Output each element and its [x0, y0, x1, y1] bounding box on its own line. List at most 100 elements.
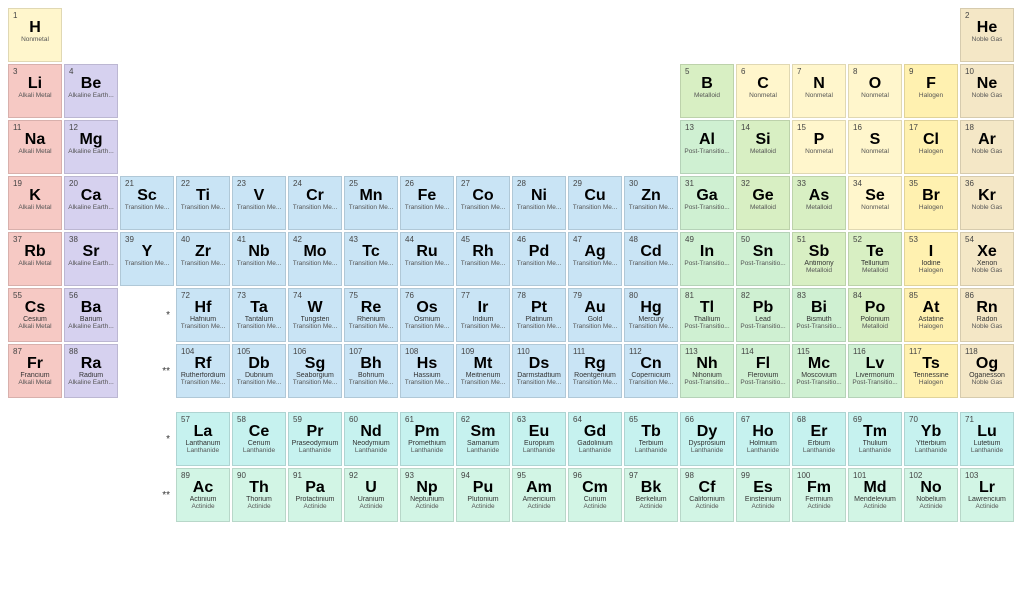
element-Cd[interactable]: 48CdTransition Me... [624, 232, 678, 286]
element-Ra[interactable]: 88RaRadiumAlkaline Earth... [64, 344, 118, 398]
element-Dy[interactable]: 66DyDysprosiumLanthanide [680, 412, 734, 466]
element-No[interactable]: 102NoNobeliumActinide [904, 468, 958, 522]
element-Np[interactable]: 93NpNeptuniumActinide [400, 468, 454, 522]
element-Mt[interactable]: 109MtMeitneriumTransition Me... [456, 344, 510, 398]
element-Cr[interactable]: 24CrTransition Me... [288, 176, 342, 230]
element-Be[interactable]: 4BeAlkaline Earth... [64, 64, 118, 118]
element-Lv[interactable]: 116LvLivermoriumPost-Transitio... [848, 344, 902, 398]
element-Zn[interactable]: 30ZnTransition Me... [624, 176, 678, 230]
element-Lr[interactable]: 103LrLawrenciumActinide [960, 468, 1014, 522]
element-Mg[interactable]: 12MgAlkaline Earth... [64, 120, 118, 174]
element-Th[interactable]: 90ThThoriumActinide [232, 468, 286, 522]
element-Fr[interactable]: 87FrFranciumAlkali Metal [8, 344, 62, 398]
element-Re[interactable]: 75ReRheniumTransition Me... [344, 288, 398, 342]
element-As[interactable]: 33AsMetalloid [792, 176, 846, 230]
element-Mc[interactable]: 115McMoscoviumPost-Transitio... [792, 344, 846, 398]
element-Ir[interactable]: 77IrIridiumTransition Me... [456, 288, 510, 342]
element-Ar[interactable]: 18ArNoble Gas [960, 120, 1014, 174]
element-Tc[interactable]: 43TcTransition Me... [344, 232, 398, 286]
element-Pb[interactable]: 82PbLeadPost-Transitio... [736, 288, 790, 342]
element-Sb[interactable]: 51SbAntimonyMetalloid [792, 232, 846, 286]
element-Xe[interactable]: 54XeXenonNoble Gas [960, 232, 1014, 286]
element-C[interactable]: 6CNonmetal [736, 64, 790, 118]
element-Nh[interactable]: 113NhNihoniumPost-Transitio... [680, 344, 734, 398]
element-Ds[interactable]: 110DsDarmstadtiumTransition Me... [512, 344, 566, 398]
element-Rh[interactable]: 45RhTransition Me... [456, 232, 510, 286]
element-Hg[interactable]: 80HgMercuryTransition Me... [624, 288, 678, 342]
element-H[interactable]: 1HNonmetal [8, 8, 62, 62]
element-Si[interactable]: 14SiMetalloid [736, 120, 790, 174]
element-At[interactable]: 85AtAstatineHalogen [904, 288, 958, 342]
element-Cn[interactable]: 112CnCoperniciumTransition Me... [624, 344, 678, 398]
element-Gd[interactable]: 64GdGadoliniumLanthanide [568, 412, 622, 466]
element-Ac[interactable]: 89AcActiniumActinide [176, 468, 230, 522]
element-Sr[interactable]: 38SrAlkaline Earth... [64, 232, 118, 286]
element-Pu[interactable]: 94PuPlutoniumActinide [456, 468, 510, 522]
element-Yb[interactable]: 70YbYtterbiumLanthanide [904, 412, 958, 466]
element-Pd[interactable]: 46PdTransition Me... [512, 232, 566, 286]
element-La[interactable]: 57LaLanthanumLanthanide [176, 412, 230, 466]
element-Tb[interactable]: 65TbTerbiumLanthanide [624, 412, 678, 466]
element-He[interactable]: 2HeNoble Gas [960, 8, 1014, 62]
element-Er[interactable]: 68ErErbiumLanthanide [792, 412, 846, 466]
element-Ce[interactable]: 58CeCeriumLanthanide [232, 412, 286, 466]
element-Pt[interactable]: 78PtPlatinumTransition Me... [512, 288, 566, 342]
element-Y[interactable]: 39YTransition Me... [120, 232, 174, 286]
element-Ba[interactable]: 56BaBariumAlkaline Earth... [64, 288, 118, 342]
element-Po[interactable]: 84PoPoloniumMetalloid [848, 288, 902, 342]
element-Og[interactable]: 118OgOganessonNoble Gas [960, 344, 1014, 398]
element-Au[interactable]: 79AuGoldTransition Me... [568, 288, 622, 342]
element-Ta[interactable]: 73TaTantalumTransition Me... [232, 288, 286, 342]
element-O[interactable]: 8ONonmetal [848, 64, 902, 118]
element-Bi[interactable]: 83BiBismuthPost-Transitio... [792, 288, 846, 342]
element-Nd[interactable]: 60NdNeodymiumLanthanide [344, 412, 398, 466]
element-Sn[interactable]: 50SnPost-Transitio... [736, 232, 790, 286]
element-Rf[interactable]: 104RfRutherfordiumTransition Me... [176, 344, 230, 398]
element-Cl[interactable]: 17ClHalogen [904, 120, 958, 174]
element-Hf[interactable]: 72HfHafniumTransition Me... [176, 288, 230, 342]
element-K[interactable]: 19KAlkali Metal [8, 176, 62, 230]
element-Ca[interactable]: 20CaAlkaline Earth... [64, 176, 118, 230]
element-N[interactable]: 7NNonmetal [792, 64, 846, 118]
element-Ni[interactable]: 28NiTransition Me... [512, 176, 566, 230]
element-B[interactable]: 5BMetalloid [680, 64, 734, 118]
element-Db[interactable]: 105DbDubniumTransition Me... [232, 344, 286, 398]
element-Nb[interactable]: 41NbTransition Me... [232, 232, 286, 286]
element-Rb[interactable]: 37RbAlkali Metal [8, 232, 62, 286]
element-Li[interactable]: 3LiAlkali Metal [8, 64, 62, 118]
element-Fl[interactable]: 114FlFleroviumPost-Transitio... [736, 344, 790, 398]
element-Pr[interactable]: 59PrPraseodymiumLanthanide [288, 412, 342, 466]
element-Tl[interactable]: 81TlThalliumPost-Transitio... [680, 288, 734, 342]
element-Mn[interactable]: 25MnTransition Me... [344, 176, 398, 230]
element-Al[interactable]: 13AlPost-Transitio... [680, 120, 734, 174]
element-Sg[interactable]: 106SgSeaborgiumTransition Me... [288, 344, 342, 398]
element-Fm[interactable]: 100FmFermiumActinide [792, 468, 846, 522]
element-Kr[interactable]: 36KrNoble Gas [960, 176, 1014, 230]
element-Hs[interactable]: 108HsHassiumTransition Me... [400, 344, 454, 398]
element-Mo[interactable]: 42MoTransition Me... [288, 232, 342, 286]
element-Tm[interactable]: 69TmThuliumLanthanide [848, 412, 902, 466]
element-F[interactable]: 9FHalogen [904, 64, 958, 118]
element-Cm[interactable]: 96CmCuriumActinide [568, 468, 622, 522]
element-Te[interactable]: 52TeTelluriumMetalloid [848, 232, 902, 286]
element-Pm[interactable]: 61PmPromethiumLanthanide [400, 412, 454, 466]
element-Cs[interactable]: 55CsCesiumAlkali Metal [8, 288, 62, 342]
element-Co[interactable]: 27CoTransition Me... [456, 176, 510, 230]
element-Lu[interactable]: 71LuLutetiumLanthanide [960, 412, 1014, 466]
element-Rg[interactable]: 111RgRoentgeniumTransition Me... [568, 344, 622, 398]
element-Cf[interactable]: 98CfCaliforniumActinide [680, 468, 734, 522]
element-I[interactable]: 53IIodineHalogen [904, 232, 958, 286]
element-Md[interactable]: 101MdMendeleviumActinide [848, 468, 902, 522]
element-In[interactable]: 49InPost-Transitio... [680, 232, 734, 286]
element-Cu[interactable]: 29CuTransition Me... [568, 176, 622, 230]
element-Ti[interactable]: 22TiTransition Me... [176, 176, 230, 230]
element-Ts[interactable]: 117TsTennessineHalogen [904, 344, 958, 398]
element-Pa[interactable]: 91PaProtactiniumActinide [288, 468, 342, 522]
element-V[interactable]: 23VTransition Me... [232, 176, 286, 230]
element-Zr[interactable]: 40ZrTransition Me... [176, 232, 230, 286]
element-Os[interactable]: 76OsOsmiumTransition Me... [400, 288, 454, 342]
element-Ag[interactable]: 47AgTransition Me... [568, 232, 622, 286]
element-S[interactable]: 16SNonmetal [848, 120, 902, 174]
element-Ru[interactable]: 44RuTransition Me... [400, 232, 454, 286]
element-Br[interactable]: 35BrHalogen [904, 176, 958, 230]
